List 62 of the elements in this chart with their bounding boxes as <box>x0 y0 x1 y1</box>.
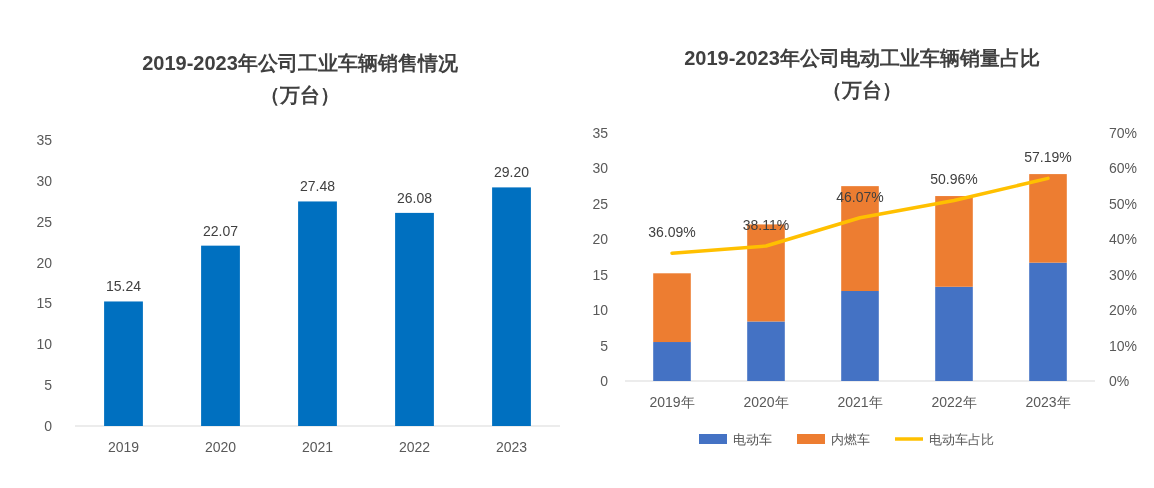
y2-tick-label: 10% <box>1109 337 1138 354</box>
y-tick-label: 10 <box>36 336 53 353</box>
bar <box>747 321 785 381</box>
legend-label: 电动车 <box>733 432 772 447</box>
y2-tick-label: 50% <box>1109 195 1138 212</box>
y2-tick-label: 30% <box>1109 266 1138 283</box>
y-tick-label: 35 <box>36 132 53 148</box>
x-tick-label: 2023年 <box>1025 394 1071 410</box>
bar <box>492 187 531 426</box>
y-tick-label: 25 <box>36 213 53 230</box>
chart-title: 2019-2023年公司工业车辆销售情况 <box>142 52 459 74</box>
y-tick-label: 30 <box>36 172 53 189</box>
x-tick-label: 2020年 <box>743 394 789 410</box>
bar <box>935 286 973 381</box>
legend-label: 电动车占比 <box>929 432 994 447</box>
y-tick-label: 15 <box>36 295 53 312</box>
data-label: 50.96% <box>930 171 978 188</box>
bar <box>1029 174 1067 263</box>
bar <box>104 301 143 426</box>
chart-title: 2019-2023年公司电动工业车辆销量占比 <box>684 47 1040 69</box>
x-tick-label: 2021 <box>301 439 334 455</box>
y-tick-label: 30 <box>592 160 609 177</box>
data-label: 27.48 <box>299 178 336 195</box>
y-tick-label: 20 <box>592 231 609 248</box>
chart-subtitle: （万台） <box>260 84 340 106</box>
bar <box>395 212 434 426</box>
y-tick-label: 20 <box>36 254 53 271</box>
data-label: 36.09% <box>648 224 696 241</box>
x-tick-label: 2021年 <box>837 394 883 410</box>
y-tick-label: 5 <box>600 337 609 354</box>
data-label: 26.08 <box>396 189 433 206</box>
y-tick-label: 0 <box>600 373 609 389</box>
x-tick-label: 2022 <box>398 439 431 455</box>
data-label: 57.19% <box>1024 149 1072 166</box>
x-tick-label: 2020 <box>204 439 237 455</box>
y2-tick-label: 20% <box>1109 302 1138 319</box>
x-tick-label: 2019年 <box>649 394 695 410</box>
bar <box>841 291 879 381</box>
legend-label: 内燃车 <box>831 432 870 447</box>
y2-tick-label: 60% <box>1109 160 1138 177</box>
y-tick-label: 5 <box>44 377 53 394</box>
y-tick-label: 25 <box>592 195 609 212</box>
x-tick-label: 2022年 <box>931 394 977 410</box>
x-tick-label: 2023 <box>495 439 528 455</box>
y-tick-label: 10 <box>592 302 609 319</box>
bar <box>201 245 240 426</box>
data-label: 29.20 <box>493 164 530 181</box>
x-tick-label: 2019 <box>107 439 140 455</box>
y-tick-label: 15 <box>592 266 609 283</box>
bar <box>298 201 337 426</box>
bar <box>653 273 691 343</box>
y-tick-label: 0 <box>44 418 53 434</box>
bar <box>1029 262 1067 381</box>
y2-tick-label: 0% <box>1109 373 1130 389</box>
chart-subtitle: （万台） <box>822 79 902 101</box>
y-tick-label: 35 <box>592 125 609 141</box>
bar <box>653 342 691 381</box>
y2-tick-label: 70% <box>1109 125 1138 141</box>
data-label: 22.07 <box>202 222 239 239</box>
data-label: 15.24 <box>105 278 142 295</box>
y2-tick-label: 40% <box>1109 231 1138 248</box>
bar <box>935 196 973 287</box>
